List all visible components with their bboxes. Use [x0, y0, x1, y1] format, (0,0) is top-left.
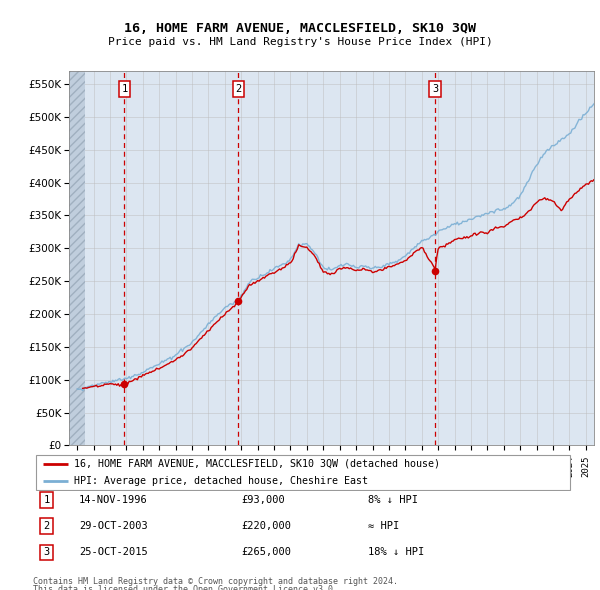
Text: 16, HOME FARM AVENUE, MACCLESFIELD, SK10 3QW (detached house): 16, HOME FARM AVENUE, MACCLESFIELD, SK10… — [74, 459, 439, 469]
Text: HPI: Average price, detached house, Cheshire East: HPI: Average price, detached house, Ches… — [74, 477, 367, 487]
Text: ≈ HPI: ≈ HPI — [368, 522, 399, 532]
Text: Contains HM Land Registry data © Crown copyright and database right 2024.: Contains HM Land Registry data © Crown c… — [33, 577, 398, 586]
Text: 3: 3 — [432, 84, 438, 94]
Text: 2: 2 — [235, 84, 242, 94]
Text: £93,000: £93,000 — [241, 496, 284, 506]
Text: 8% ↓ HPI: 8% ↓ HPI — [368, 496, 418, 506]
Text: 1: 1 — [121, 84, 128, 94]
Text: 25-OCT-2015: 25-OCT-2015 — [79, 548, 148, 558]
Text: 18% ↓ HPI: 18% ↓ HPI — [368, 548, 424, 558]
Text: 14-NOV-1996: 14-NOV-1996 — [79, 496, 148, 506]
Text: This data is licensed under the Open Government Licence v3.0.: This data is licensed under the Open Gov… — [33, 585, 338, 590]
Text: 3: 3 — [43, 548, 50, 558]
Text: 29-OCT-2003: 29-OCT-2003 — [79, 522, 148, 532]
Text: £265,000: £265,000 — [241, 548, 291, 558]
Bar — [69, 71, 85, 445]
Text: 1: 1 — [43, 496, 50, 506]
FancyBboxPatch shape — [36, 455, 570, 490]
Text: 16, HOME FARM AVENUE, MACCLESFIELD, SK10 3QW: 16, HOME FARM AVENUE, MACCLESFIELD, SK10… — [124, 22, 476, 35]
Text: 2: 2 — [43, 522, 50, 532]
Text: £220,000: £220,000 — [241, 522, 291, 532]
Text: Price paid vs. HM Land Registry's House Price Index (HPI): Price paid vs. HM Land Registry's House … — [107, 37, 493, 47]
Bar — [69, 71, 85, 445]
